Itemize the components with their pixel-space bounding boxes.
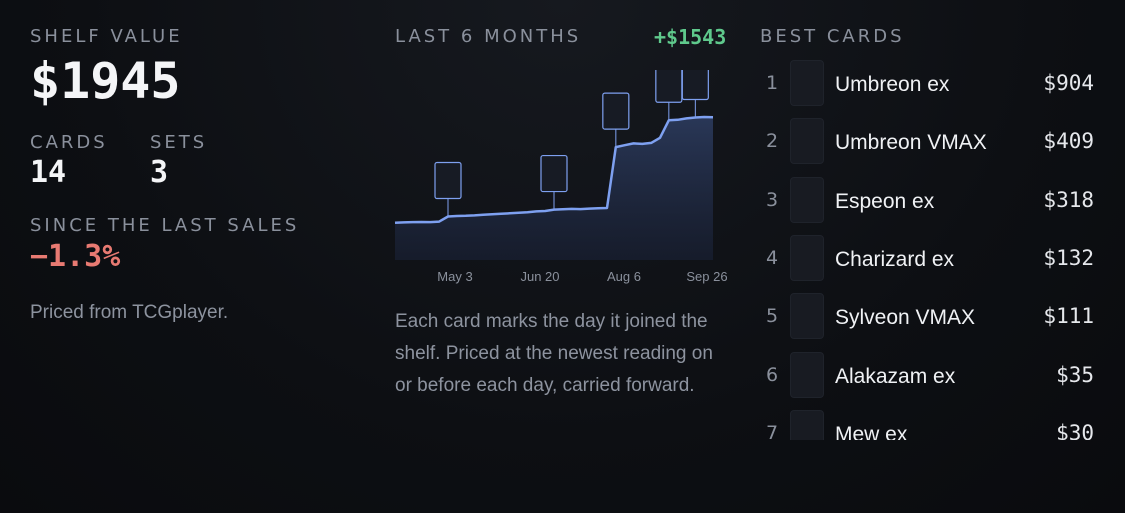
card-rank: 3: [766, 188, 779, 211]
shelf-value-chart: May 3 Jun 20 Aug 6 Sep 26: [394, 70, 728, 284]
sets-count-label: SETS: [150, 132, 208, 153]
card-name: Umbreon VMAX: [835, 131, 987, 155]
best-card-row[interactable]: 6 Alakazam ex $35: [760, 351, 1100, 400]
card-name: Espeon ex: [835, 189, 935, 213]
card-rank: 4: [766, 246, 779, 269]
card-join-marker[interactable]: [540, 154, 568, 210]
x-tick-label: Sep 26: [686, 269, 727, 284]
card-rank: 2: [766, 130, 779, 153]
card-join-marker[interactable]: [602, 92, 630, 148]
card-join-marker[interactable]: [434, 161, 462, 217]
card-price: $904: [1043, 71, 1094, 95]
card-thumbnail: [790, 234, 824, 281]
shelf-value: $1945: [30, 52, 181, 110]
card-price: $30: [1056, 420, 1094, 440]
best-card-row[interactable]: 1 Umbreon ex $904: [760, 60, 1100, 108]
x-tick-label: Jun 20: [520, 269, 559, 284]
value-area: [395, 117, 713, 260]
card-price: $318: [1043, 187, 1094, 212]
card-thumbnail: [790, 176, 824, 223]
since-last-sales-change: −1.3%: [30, 239, 121, 274]
card-thumbnail: [790, 118, 824, 165]
card-name: Mew ex: [835, 422, 908, 440]
card-price: $409: [1043, 129, 1094, 154]
card-rank: 7: [766, 421, 779, 440]
card-join-marker[interactable]: [655, 70, 683, 121]
card-join-marker[interactable]: [681, 70, 709, 118]
card-price: $111: [1043, 304, 1094, 329]
history-period-label: LAST 6 MONTHS: [395, 26, 582, 47]
sets-count-value: 3: [150, 155, 169, 190]
card-thumbnail: [790, 293, 824, 340]
history-delta-value: +$1543: [654, 25, 727, 49]
card-name: Charizard ex: [835, 247, 955, 271]
cards-count-label: CARDS: [30, 132, 108, 153]
card-name: Sylveon VMAX: [835, 306, 976, 330]
best-card-row[interactable]: 5 Sylveon VMAX $111: [760, 293, 1100, 341]
cards-count-value: 14: [30, 155, 67, 190]
card-thumbnail: [790, 351, 824, 398]
card-price: $132: [1043, 245, 1094, 270]
best-card-row[interactable]: 3 Espeon ex $318: [760, 176, 1100, 225]
card-rank: 5: [766, 305, 779, 328]
best-cards-label: BEST CARDS: [760, 26, 905, 47]
card-thumbnail: [790, 60, 824, 106]
chart-explanation-note: Each card marks the day it joined the sh…: [395, 311, 713, 396]
since-last-sales-label: SINCE THE LAST SALES: [30, 215, 300, 236]
card-rank: 1: [766, 72, 779, 94]
best-cards-list: 1 Umbreon ex $904 2 Umbreon VMAX $409 3 Espeon …: [760, 60, 1100, 440]
best-card-row[interactable]: 7 Mew ex $30: [760, 409, 1100, 440]
card-name: Umbreon ex: [835, 73, 950, 96]
card-thumbnail: [790, 409, 824, 440]
card-rank: 6: [766, 363, 779, 386]
best-card-row[interactable]: 2 Umbreon VMAX $409: [760, 118, 1100, 166]
card-name: Alakazam ex: [835, 364, 956, 388]
x-tick-label: Aug 6: [607, 269, 641, 284]
best-card-row[interactable]: 4 Charizard ex $132: [760, 234, 1100, 283]
pricing-source-note: Priced from TCGplayer.: [30, 302, 229, 323]
x-tick-label: May 3: [437, 269, 472, 284]
shelf-value-label: SHELF VALUE: [30, 26, 183, 47]
card-price: $35: [1056, 362, 1094, 387]
